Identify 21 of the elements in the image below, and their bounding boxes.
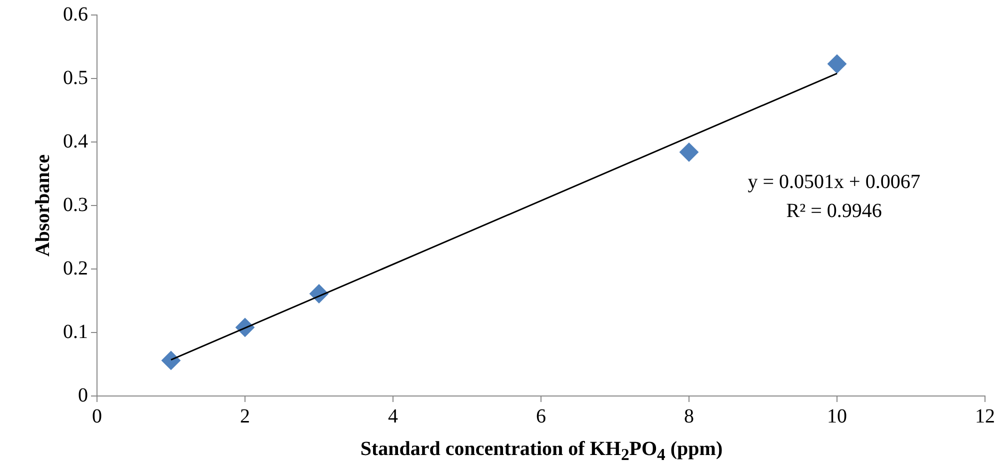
point bbox=[680, 142, 698, 162]
annotation: R² = 0.9946 bbox=[786, 200, 882, 222]
annotation: y = 0.0501x + 0.0067 bbox=[748, 170, 920, 193]
x-tick-label: 4 bbox=[388, 405, 398, 428]
point bbox=[162, 350, 180, 370]
y-tick-label: 0 bbox=[78, 384, 88, 406]
x-tick-label: 6 bbox=[536, 405, 546, 428]
y-tick-label: 0.2 bbox=[63, 257, 88, 280]
point bbox=[828, 54, 846, 74]
x-tick-label: 0 bbox=[92, 405, 102, 428]
y-tick-label: 0.4 bbox=[63, 130, 88, 152]
y-tick-label: 0.1 bbox=[63, 320, 88, 343]
x-axis-title: Standard concentration of KH$_{2}$PO$_{4}$ (ppm) bbox=[359, 438, 724, 465]
x-tick-label: 8 bbox=[684, 405, 694, 428]
x-tick-label: 10 bbox=[827, 405, 847, 428]
y-tick-label: 0.5 bbox=[63, 66, 88, 89]
y-axis-title: Absorbance bbox=[32, 154, 54, 257]
y-tick-label: 0.6 bbox=[63, 3, 88, 26]
y-tick-label: 0.3 bbox=[63, 194, 88, 216]
x-tick-label: 12 bbox=[975, 405, 995, 428]
x-tick-label: 2 bbox=[240, 405, 250, 428]
